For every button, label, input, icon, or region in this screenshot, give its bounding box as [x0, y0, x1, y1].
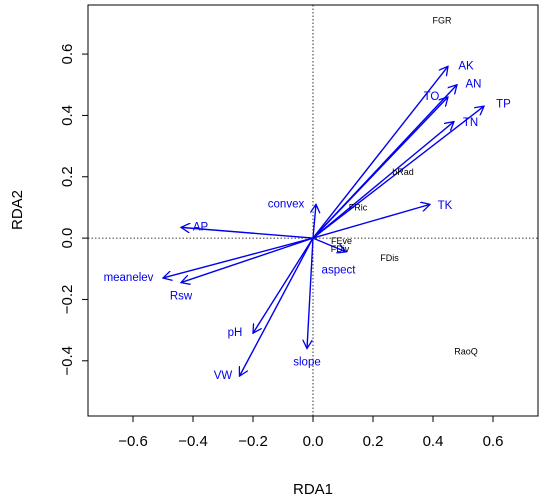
- site-label-fgr: FGR: [433, 15, 452, 25]
- arrow-rsw: [181, 237, 314, 282]
- site-label-raoq: RaoQ: [454, 347, 478, 357]
- arrow-tp: [312, 106, 484, 239]
- site-label-feve: FEve: [331, 236, 352, 246]
- arrow-label-an: AN: [466, 79, 482, 91]
- x-tick-label: 0.4: [423, 433, 444, 450]
- x-tick-label: −0.4: [178, 433, 208, 450]
- x-axis-title: RDA1: [293, 481, 333, 498]
- arrow-label-rsw: Rsw: [170, 290, 193, 302]
- y-tick-label: −0.2: [59, 285, 76, 315]
- arrow-label-to: TO: [424, 91, 440, 103]
- site-label-fdiv: FDiv: [331, 244, 350, 254]
- arrow-group: AK AN TO TP TN TK convex AP meanelev Rsw pH VW slope…: [104, 60, 512, 382]
- x-tick-label: 0.2: [363, 433, 384, 450]
- y-axis-title: RDA2: [9, 190, 26, 230]
- arrow-label-convex: convex: [268, 198, 305, 210]
- arrow-label-slope: slope: [293, 356, 321, 368]
- arrow-label-tn: TN: [463, 117, 478, 129]
- arrow-slope: [307, 238, 314, 348]
- arrow-label-aspect: aspect: [322, 264, 357, 276]
- arrow-label-tp: TP: [496, 99, 511, 111]
- y-tick-label: 0.2: [59, 166, 76, 187]
- x-tick-label: 0.0: [303, 433, 324, 450]
- arrow-to: [312, 97, 448, 239]
- y-tick-label: −0.4: [59, 346, 76, 376]
- site-label-fric: FRic: [349, 202, 368, 212]
- x-tick-label: −0.2: [238, 433, 268, 450]
- arrow-meanelev: [163, 237, 314, 278]
- y-tick-label: 0.0: [59, 228, 76, 249]
- arrow-convex: [313, 204, 316, 239]
- arrow-ph: [253, 237, 314, 333]
- x-tick-label: 0.6: [483, 433, 504, 450]
- x-tick-label: −0.6: [118, 433, 148, 450]
- arrow-label-ap: AP: [193, 221, 209, 233]
- arrow-ak: [312, 66, 448, 239]
- arrow-tk: [312, 204, 430, 239]
- arrow-label-meanelev: meanelev: [104, 272, 154, 284]
- arrow-label-ak: AK: [458, 60, 474, 72]
- arrow-label-vw: VW: [214, 370, 233, 382]
- arrow-tn: [312, 122, 454, 239]
- site-label-brad: bRad: [392, 167, 414, 177]
- axis-ticks: −0.6 −0.4 −0.2 0.0 0.2 0.4 0.6 −0.4 −0.2 0.0 0.2 0.…: [59, 44, 503, 450]
- y-tick-label: 0.6: [59, 44, 76, 65]
- arrow-label-ph: pH: [228, 327, 243, 339]
- y-tick-label: 0.4: [59, 105, 76, 126]
- site-label-fdis: FDis: [380, 253, 399, 263]
- arrow-ap: [181, 227, 314, 239]
- arrow-aspect: [312, 237, 346, 252]
- arrow-vw: [240, 237, 314, 376]
- arrow-label-tk: TK: [438, 200, 453, 212]
